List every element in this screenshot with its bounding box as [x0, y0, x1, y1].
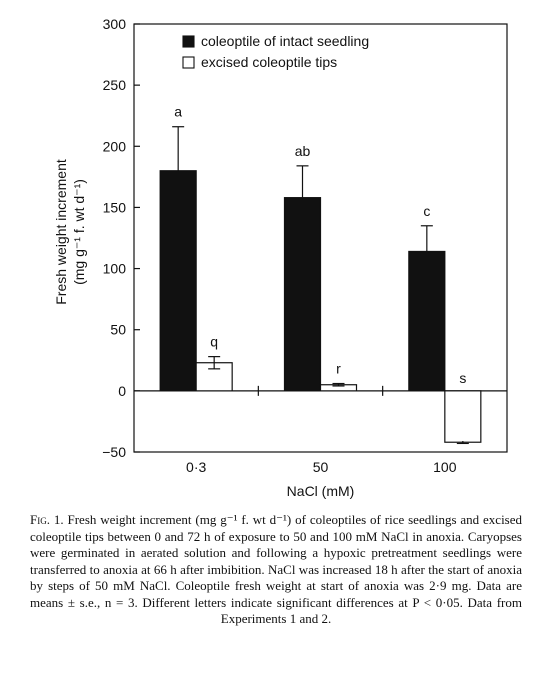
significance-letter: r: [336, 361, 341, 377]
bars: [159, 126, 482, 445]
bar: [283, 197, 322, 392]
y-tick-label: 300: [103, 16, 127, 32]
bar-chart: −50 0 50 100 150 200 250 300 0·3 a q 50 ab r 100 c s NaC…: [53, 16, 508, 499]
caption-label: Fig. 1.: [30, 512, 64, 527]
y-tick-label: 150: [103, 199, 127, 215]
y-tick-label: 250: [103, 77, 127, 93]
y-tick-label: 50: [110, 322, 126, 338]
legend-label: excised coleoptile tips: [201, 54, 337, 70]
significance-letter: ab: [295, 143, 311, 159]
y-tick-label: 200: [103, 138, 127, 154]
significance-letter: q: [210, 334, 218, 350]
legend-swatch: [182, 56, 195, 69]
x-tick-label: 50: [313, 459, 329, 475]
bar: [408, 250, 446, 392]
figure-caption: Fig. 1. Fresh weight increment (mg g⁻¹ f…: [30, 512, 522, 628]
significance-letter: c: [423, 203, 430, 219]
labels: 0·3 a q 50 ab r 100 c s NaCl (mM) Fresh weight inc…: [53, 104, 466, 499]
x-tick-label: 100: [433, 459, 457, 475]
significance-letter: a: [174, 104, 182, 120]
bar: [444, 390, 482, 443]
x-tick-label: 0·3: [186, 459, 206, 475]
legend-swatch: [182, 35, 195, 48]
legend-label: coleoptile of intact seedling: [201, 33, 369, 49]
significance-letter: s: [459, 370, 466, 386]
y-axis-label: Fresh weight increment: [53, 159, 69, 305]
y-tick-label: 0: [118, 383, 126, 399]
y-tick-label: 100: [103, 261, 127, 277]
y-axis-label-units: (mg g⁻¹ f. wt d⁻¹): [71, 179, 87, 285]
plot-frame: [133, 23, 508, 453]
x-axis-label: NaCl (mM): [287, 483, 355, 499]
legend: coleoptile of intact seedling excised col…: [182, 33, 369, 70]
caption-text: Fresh weight increment (mg g⁻¹ f. wt d⁻¹…: [30, 512, 523, 626]
bar: [159, 170, 197, 392]
y-tick-label: −50: [102, 444, 126, 460]
